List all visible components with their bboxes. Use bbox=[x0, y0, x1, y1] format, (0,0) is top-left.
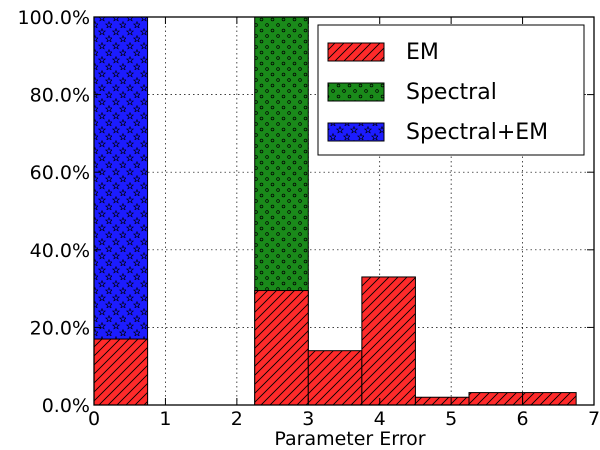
x-tick-label: 2 bbox=[231, 408, 243, 430]
legend: EM Spectral Spectral+EM bbox=[317, 24, 585, 156]
y-tick-label: 20.0% bbox=[30, 317, 90, 339]
axis-ticks bbox=[93, 16, 595, 406]
x-tick-label: 5 bbox=[445, 408, 457, 430]
bar-em bbox=[414, 396, 470, 406]
legend-swatch-spectral bbox=[327, 82, 385, 102]
y-tick-label: 80.0% bbox=[30, 85, 90, 107]
x-tick-label: 0 bbox=[88, 408, 100, 430]
plot-frame bbox=[93, 16, 595, 406]
bar-em bbox=[93, 338, 149, 406]
bar-em bbox=[468, 392, 524, 406]
y-tick-label: 60.0% bbox=[30, 162, 90, 184]
legend-swatch-em bbox=[327, 42, 385, 62]
x-tick-label: 1 bbox=[159, 408, 171, 430]
y-tick-label: 100.0% bbox=[18, 7, 90, 29]
y-tick-label: 0.0% bbox=[42, 395, 90, 417]
legend-entry-spectral: Spectral bbox=[327, 80, 497, 105]
legend-label-em: EM bbox=[406, 40, 439, 65]
x-tick-label: 4 bbox=[374, 408, 386, 430]
tick-labels: 0 1 2 3 4 5 6 7 0.0% 20.0% 40.0% 60.0% 80.0% 100.0% bbox=[18, 7, 600, 430]
bar-em bbox=[307, 350, 363, 406]
legend-entry-em: EM bbox=[327, 40, 439, 65]
bar-em bbox=[361, 276, 416, 406]
legend-label-spectral: Spectral bbox=[406, 80, 497, 105]
legend-entry-spectral-em: Spectral+EM bbox=[327, 120, 548, 145]
bar-em bbox=[254, 290, 309, 406]
bars bbox=[93, 16, 577, 406]
legend-swatch-spectral-em bbox=[327, 122, 385, 142]
bar-spectral-em bbox=[93, 16, 149, 406]
bar-em bbox=[522, 392, 577, 406]
x-tick-label: 6 bbox=[517, 408, 529, 430]
legend-label-spectral-em: Spectral+EM bbox=[406, 120, 548, 145]
x-tick-label: 3 bbox=[302, 408, 314, 430]
y-tick-label: 40.0% bbox=[30, 240, 90, 262]
x-tick-label: 7 bbox=[588, 408, 600, 430]
x-axis-title: Parameter Error bbox=[274, 428, 425, 450]
